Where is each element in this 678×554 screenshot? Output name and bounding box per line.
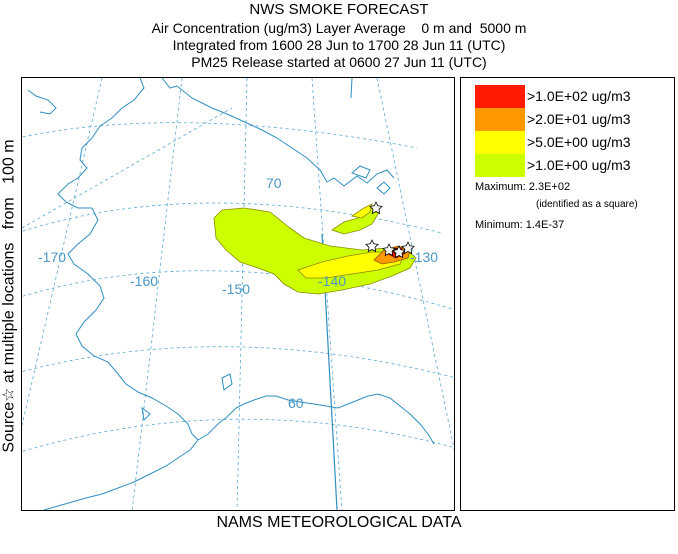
lat-label-60: 60	[288, 395, 304, 411]
latitude-lines	[22, 122, 454, 452]
legend-maximum-note: (identified as a square)	[536, 199, 638, 210]
lon-label-130: -130	[410, 249, 438, 265]
legend-swatch-level1	[475, 85, 525, 108]
legend-swatch-level2	[475, 108, 525, 131]
lon-label-160: -160	[130, 273, 158, 289]
legend-panel: >1.0E+02 ug/m3 >2.0E+01 ug/m3 >5.0E+00 u…	[460, 77, 675, 511]
lat-label-70: 70	[266, 175, 282, 191]
title-line-1: NWS SMOKE FORECAST	[249, 1, 429, 18]
legend-minimum: Minimum: 1.4E-37	[475, 219, 565, 231]
star-icon	[382, 243, 396, 257]
title-line-3: Integrated from 1600 28 Jun to 1700 28 J…	[172, 37, 506, 53]
legend-maximum: Maximum: 2.3E+02	[475, 181, 571, 193]
title-line-4: PM25 Release started at 0600 27 Jun 11 (…	[191, 54, 487, 70]
longitude-lines	[22, 78, 454, 510]
map-canvas[interactable]: 70 60 -170 -160 -150 -140 -130	[22, 78, 455, 511]
legend-label-level3: >5.0E+00 ug/m3	[527, 134, 631, 150]
lon-label-140: -140	[318, 273, 346, 289]
legend-label-level1: >1.0E+02 ug/m3	[527, 88, 631, 104]
source-height-label: Source☆ at multiple locations from 100 m	[0, 139, 18, 453]
title-line-2: Air Concentration (ug/m3) Layer Average …	[151, 20, 527, 36]
star-icon	[401, 241, 415, 255]
source-markers	[365, 201, 415, 259]
star-icon	[392, 245, 406, 259]
plume-contour-level4	[331, 205, 379, 235]
legend-swatch-level4	[475, 154, 525, 177]
lon-label-170: -170	[38, 249, 66, 265]
star-icon	[369, 201, 383, 215]
legend-swatch-level3	[475, 131, 525, 154]
lon-label-150: -150	[222, 281, 250, 297]
legend-label-level2: >2.0E+01 ug/m3	[527, 111, 631, 127]
map-panel[interactable]: 70 60 -170 -160 -150 -140 -130	[21, 77, 455, 511]
plume-contour-level4	[213, 207, 417, 295]
coastline	[27, 78, 435, 510]
legend-label-level4: >1.0E+00 ug/m3	[527, 157, 631, 173]
plume-contour-level3	[350, 203, 373, 219]
star-icon	[365, 239, 379, 253]
footer-label: NAMS METEOROLOGICAL DATA	[216, 514, 462, 531]
